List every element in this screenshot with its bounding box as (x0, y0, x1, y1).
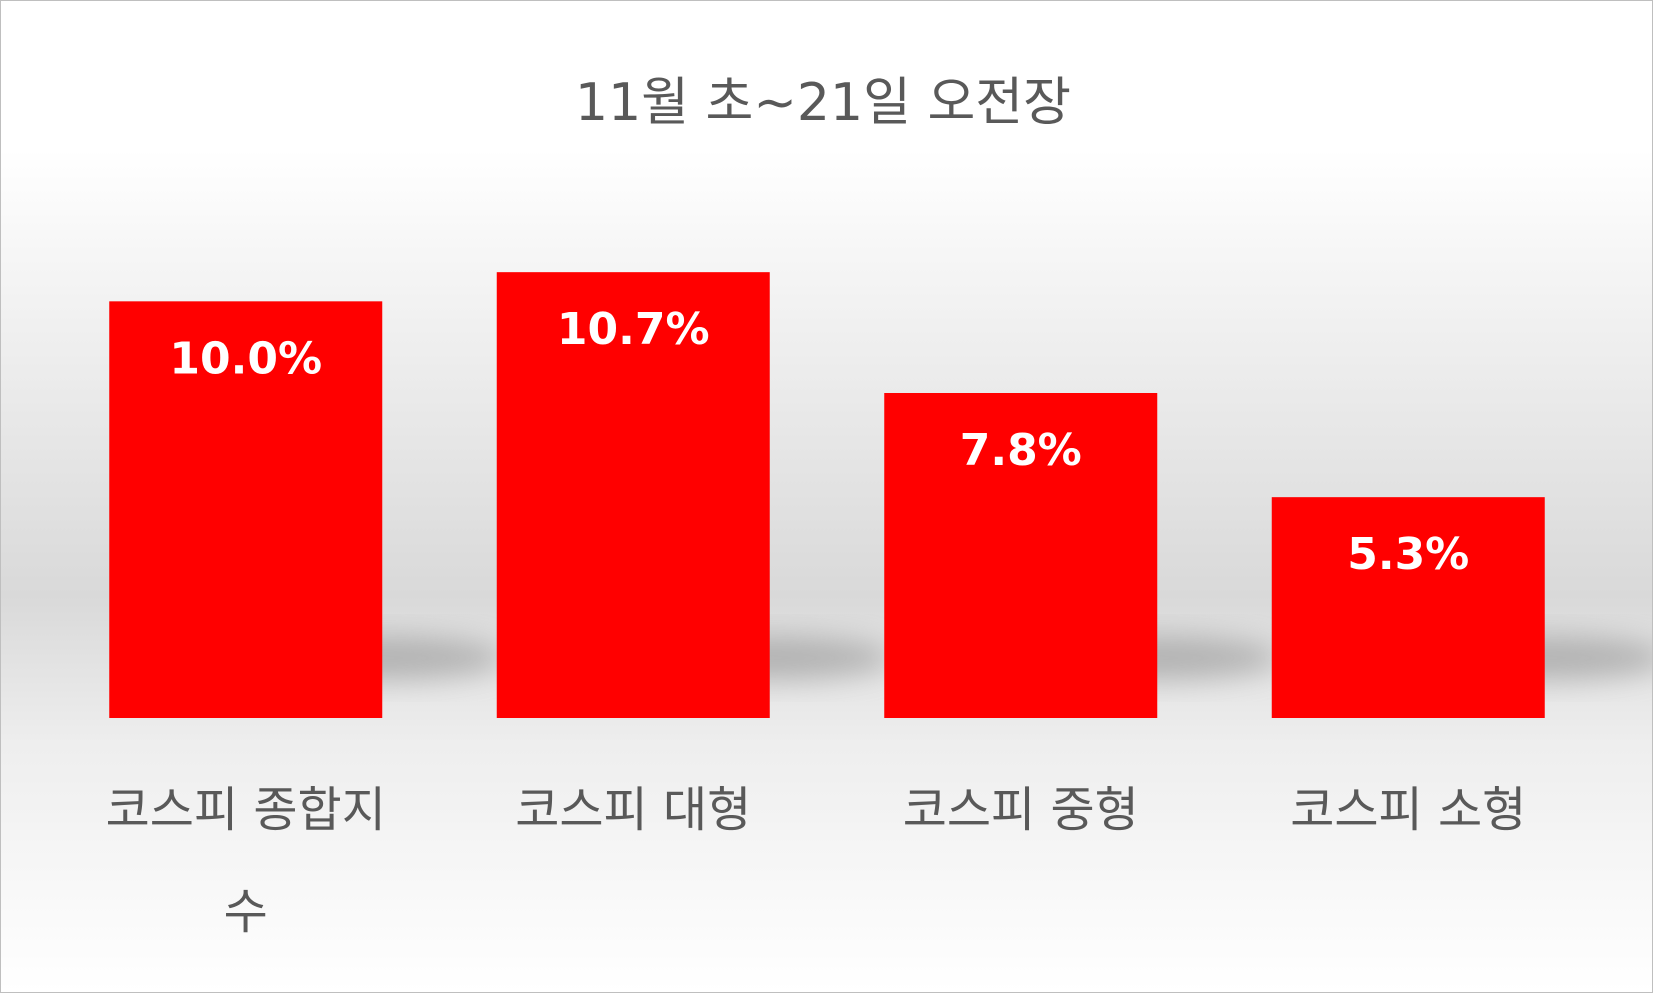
bar (884, 393, 1158, 718)
x-tick-label: 코스피 소형 (1290, 782, 1527, 838)
value-label: 5.3% (1347, 529, 1469, 580)
x-tick-label: 코스피 중형 (902, 782, 1139, 838)
x-tick-label: 코스피 종합지수 (105, 782, 386, 940)
value-label: 7.8% (960, 425, 1082, 476)
x-tick-label: 코스피 대형 (515, 782, 752, 838)
value-label: 10.0% (169, 333, 322, 384)
bar (109, 301, 383, 718)
value-label: 10.7% (557, 304, 710, 355)
bar (496, 272, 770, 718)
chart-title: 11월 초~21일 오전장 (575, 73, 1071, 133)
bar (1271, 497, 1545, 718)
